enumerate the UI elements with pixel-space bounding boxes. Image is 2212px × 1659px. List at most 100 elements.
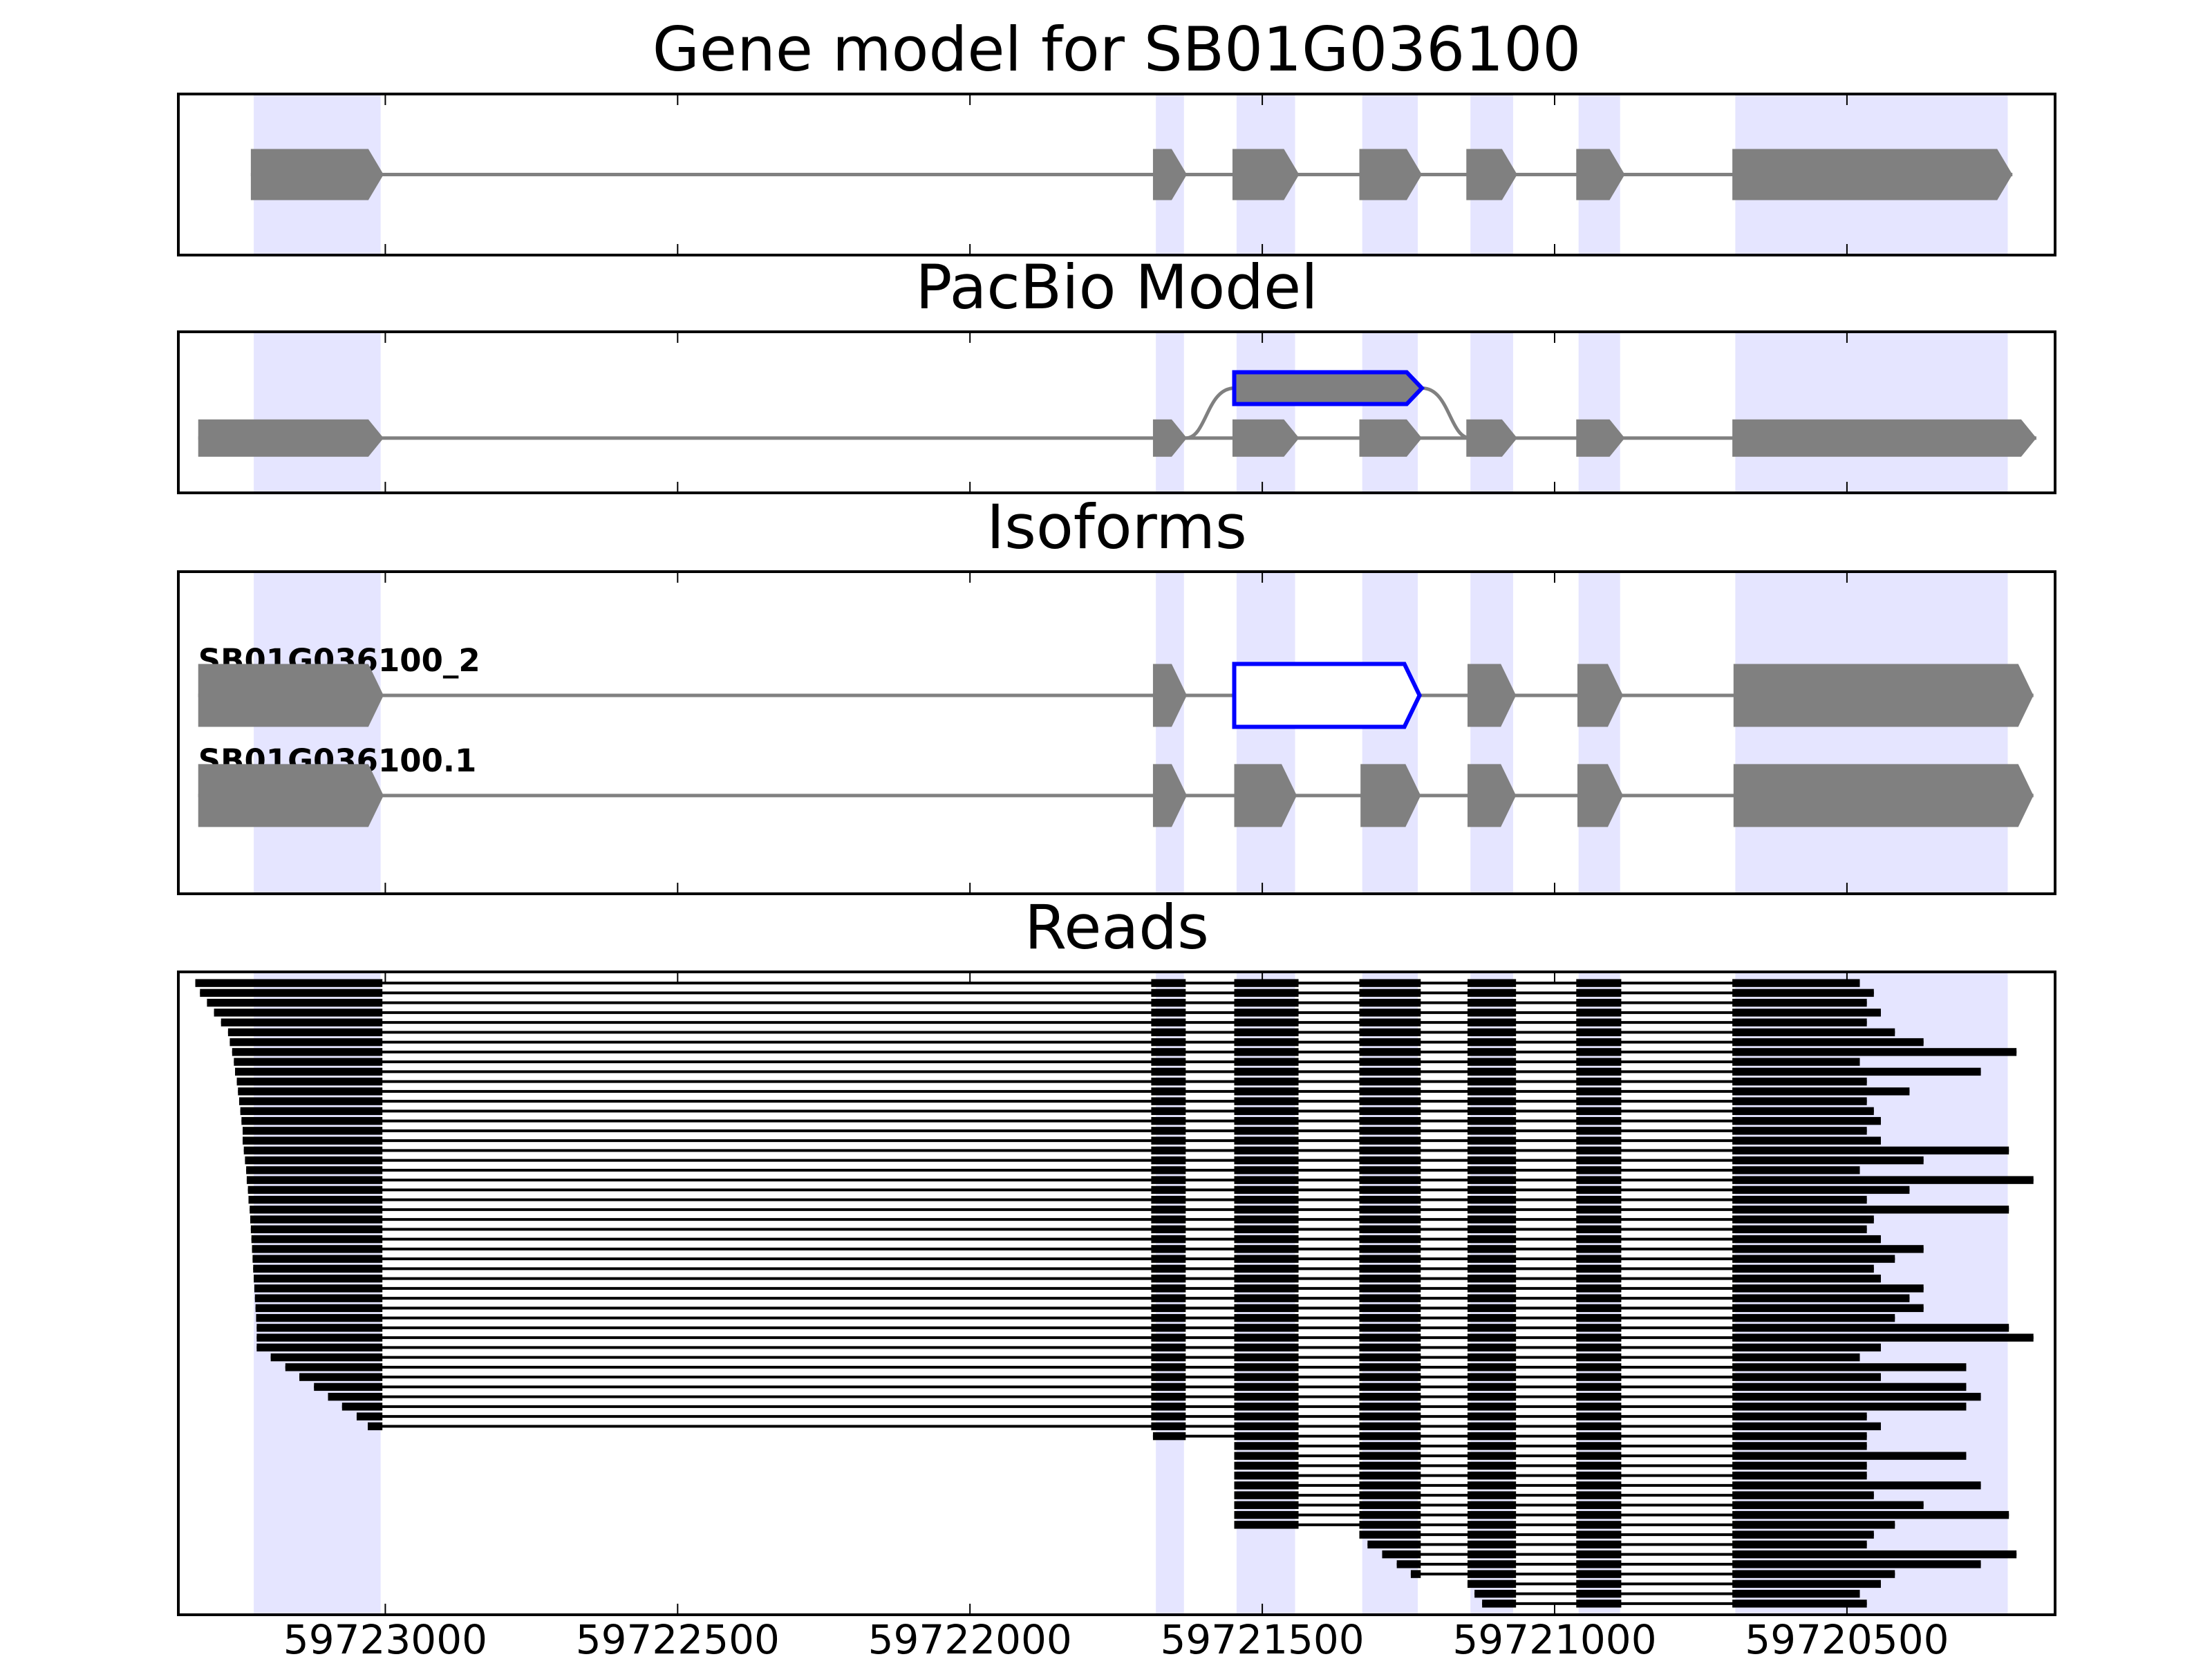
read-block [1234,1038,1299,1047]
read-block [1234,1067,1299,1076]
shaded-region [1578,332,1620,493]
read-block [1359,1235,1421,1244]
read-block [1234,1077,1299,1086]
read-block [1151,1215,1186,1224]
read-block [1732,1313,1895,1322]
read-block [1152,1432,1186,1441]
exon [1577,764,1623,827]
read-block [1732,1038,1924,1047]
read-block [1234,1097,1299,1105]
read-block [1234,1521,1299,1529]
read-block [1151,1206,1186,1214]
read-block [1151,1107,1186,1116]
read-block [1576,1166,1622,1174]
read-block [1576,1452,1622,1460]
read-block [243,1127,383,1135]
read-block [1576,1127,1622,1135]
exon [1733,664,2034,727]
read-block [1359,1264,1421,1273]
shaded-region [1236,572,1295,894]
read-block [1151,1264,1186,1273]
x-tick-label: 59721500 [1160,1616,1364,1659]
read-block [252,1255,383,1263]
panel-frame [177,971,2056,1616]
read-block [1732,1530,1874,1539]
read-block [1732,988,1874,997]
read-block [1234,1048,1299,1056]
read-block [1732,1412,1867,1421]
read-block [1576,1087,1622,1096]
read-block [1151,979,1186,987]
read-block [1151,998,1186,1007]
panel [250,94,2013,255]
read-block [1576,1530,1622,1539]
exon [1232,149,1300,200]
read-block [1234,1107,1299,1116]
read-block [1359,1127,1421,1135]
read-block [1359,1304,1421,1313]
read-block [1732,1018,1867,1027]
read-block [1359,1009,1421,1017]
read-block [1234,1452,1299,1460]
read-block [341,1403,383,1411]
read-block [1467,1422,1517,1431]
exon [1732,419,2036,457]
read-block [254,1274,383,1283]
read-block [1576,979,1622,987]
panel [195,972,2034,1615]
read-block [1467,1392,1517,1401]
read-block [1467,1530,1517,1539]
exon [1360,764,1421,827]
read-block [1234,1510,1299,1519]
read-block [1359,1294,1421,1302]
read-block [1151,1067,1186,1076]
read-block [1234,1294,1299,1302]
read-block [1732,1067,1981,1076]
read-block [1359,1087,1421,1096]
read-block [1151,1009,1186,1017]
read-block [1732,1353,1860,1362]
read-block [254,1294,383,1302]
read-block [1467,1570,1517,1578]
read-block [1151,1127,1186,1135]
read-block [1576,1432,1622,1441]
read-block [1467,1176,1517,1184]
exon [1576,149,1625,200]
read-block [1467,1461,1517,1470]
read-block [1732,1442,1867,1450]
read-block [1359,1067,1421,1076]
read-block [1359,1343,1421,1352]
read-block [1234,1432,1299,1441]
read-block [1576,1442,1622,1450]
read-block [1732,1215,1874,1224]
read-block [1359,1255,1421,1263]
read-block [1467,1048,1517,1056]
read-block [247,1185,383,1194]
exon [1152,764,1187,827]
read-block [285,1363,383,1371]
read-block [1467,1116,1517,1125]
exon [1152,149,1187,200]
read-block [1151,1313,1186,1322]
exon [1467,664,1517,727]
read-block [1732,1107,1874,1116]
exon [198,764,384,827]
read-block [1732,1422,1881,1431]
read-block [235,1067,383,1076]
panel-title: PacBio Model [915,252,1318,323]
read-block [1732,1403,1967,1411]
read-block [1576,1058,1622,1066]
read-block [1234,1392,1299,1401]
read-block [243,1146,383,1155]
read-block [1151,1412,1186,1421]
read-block [1359,1481,1421,1490]
read-block [1359,1452,1421,1460]
read-block [1732,1166,1860,1174]
read-block [255,1304,383,1313]
read-block [1576,1392,1622,1401]
read-block [1467,1097,1517,1105]
read-block [1576,1156,1622,1165]
read-block [1732,1382,1967,1391]
read-block [1234,1481,1299,1490]
read-block [1467,1018,1517,1027]
